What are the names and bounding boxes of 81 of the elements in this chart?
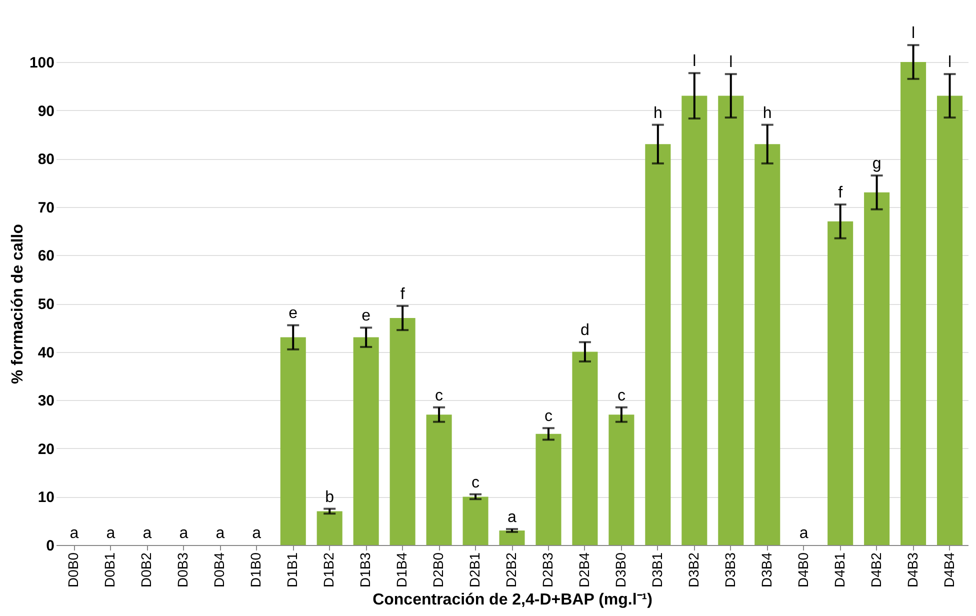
x-tick-label: D2B4 <box>576 552 592 588</box>
x-tick-label: D3B2 <box>685 552 702 588</box>
x-tick-label: D3B0 <box>612 552 628 588</box>
x-tick-label: D2B0 <box>430 552 446 588</box>
data-label: c <box>435 387 444 404</box>
data-label: h <box>762 104 772 122</box>
data-label: c <box>472 474 480 492</box>
data-label: l <box>692 53 696 70</box>
y-tick-label: 70 <box>38 199 54 216</box>
y-tick-label: 10 <box>38 489 54 506</box>
y-tick-label: 30 <box>38 392 54 410</box>
y-tick-label: 80 <box>38 151 54 168</box>
data-label: l <box>729 54 733 72</box>
x-tick-label: D1B2 <box>320 552 337 588</box>
data-label: d <box>580 322 590 340</box>
data-label: l <box>948 54 952 72</box>
data-label: e <box>362 308 371 325</box>
bar <box>536 434 562 545</box>
data-label: a <box>252 525 262 542</box>
x-tick-label: D3B3 <box>722 552 738 588</box>
x-tick-label: D0B1 <box>102 552 118 588</box>
data-label: a <box>70 525 79 542</box>
bar <box>316 511 342 545</box>
data-label: g <box>872 156 882 173</box>
x-tick-label: D1B1 <box>284 552 300 588</box>
x-tick-label: D2B3 <box>539 552 556 588</box>
data-label: b <box>325 488 334 506</box>
y-tick-label: 0 <box>46 538 54 554</box>
y-tick-label: 50 <box>38 296 54 313</box>
x-tick-label: D3B4 <box>758 552 774 588</box>
data-label: a <box>179 525 188 542</box>
x-tick-label: D1B4 <box>394 552 410 588</box>
x-tick-label: D4B0 <box>794 552 811 588</box>
x-tick-label: D4B2 <box>868 552 884 588</box>
x-tick-label: D2B1 <box>466 552 483 588</box>
bar <box>390 318 416 545</box>
data-label: h <box>653 104 662 122</box>
bar <box>718 96 744 545</box>
bar <box>353 337 379 545</box>
bar <box>682 96 708 545</box>
x-tick-label: D0B3 <box>174 552 191 588</box>
data-label: a <box>799 525 808 542</box>
x-tick-label: D1B3 <box>357 552 374 588</box>
bar <box>754 144 780 545</box>
x-tick-label: D2B2 <box>503 552 519 588</box>
bar <box>608 414 634 545</box>
bar <box>828 221 854 545</box>
x-tick-label: D4B1 <box>831 552 848 588</box>
data-label: a <box>106 525 116 542</box>
bar <box>864 192 890 545</box>
data-label: l <box>912 25 916 42</box>
data-label: c <box>544 408 552 426</box>
bar <box>499 530 525 545</box>
y-tick-label: 60 <box>38 248 54 265</box>
x-tick-label: D3B1 <box>648 552 665 588</box>
x-tick-label: D4B3 <box>904 552 920 588</box>
data-label: f <box>838 184 844 202</box>
x-tick-label: D0B2 <box>138 552 154 588</box>
data-label: a <box>508 509 517 526</box>
bar <box>936 96 963 545</box>
x-tick-label: D0B0 <box>65 552 82 588</box>
y-tick-label: 40 <box>38 344 54 362</box>
data-label: a <box>142 525 152 542</box>
data-label: c <box>617 387 626 404</box>
bar <box>280 337 306 545</box>
x-tick-label: D1B0 <box>248 552 264 588</box>
data-label: e <box>288 305 298 322</box>
x-tick-label: D4B4 <box>940 552 957 588</box>
bar <box>426 414 452 545</box>
bar <box>572 352 598 545</box>
y-tick-label: 100 <box>29 54 54 72</box>
data-label: f <box>400 286 406 303</box>
bar <box>900 62 926 545</box>
x-tick-label: D0B4 <box>211 552 228 588</box>
bar <box>462 496 488 545</box>
y-tick-label: 20 <box>38 440 54 458</box>
x-axis-title: Concentración de 2,4-D+BAP (mg.l⁻¹) <box>372 592 652 609</box>
y-tick-label: 90 <box>38 102 54 120</box>
bar <box>645 144 671 545</box>
y-axis-title: % formación de callo <box>9 224 26 384</box>
data-label: a <box>216 525 225 542</box>
